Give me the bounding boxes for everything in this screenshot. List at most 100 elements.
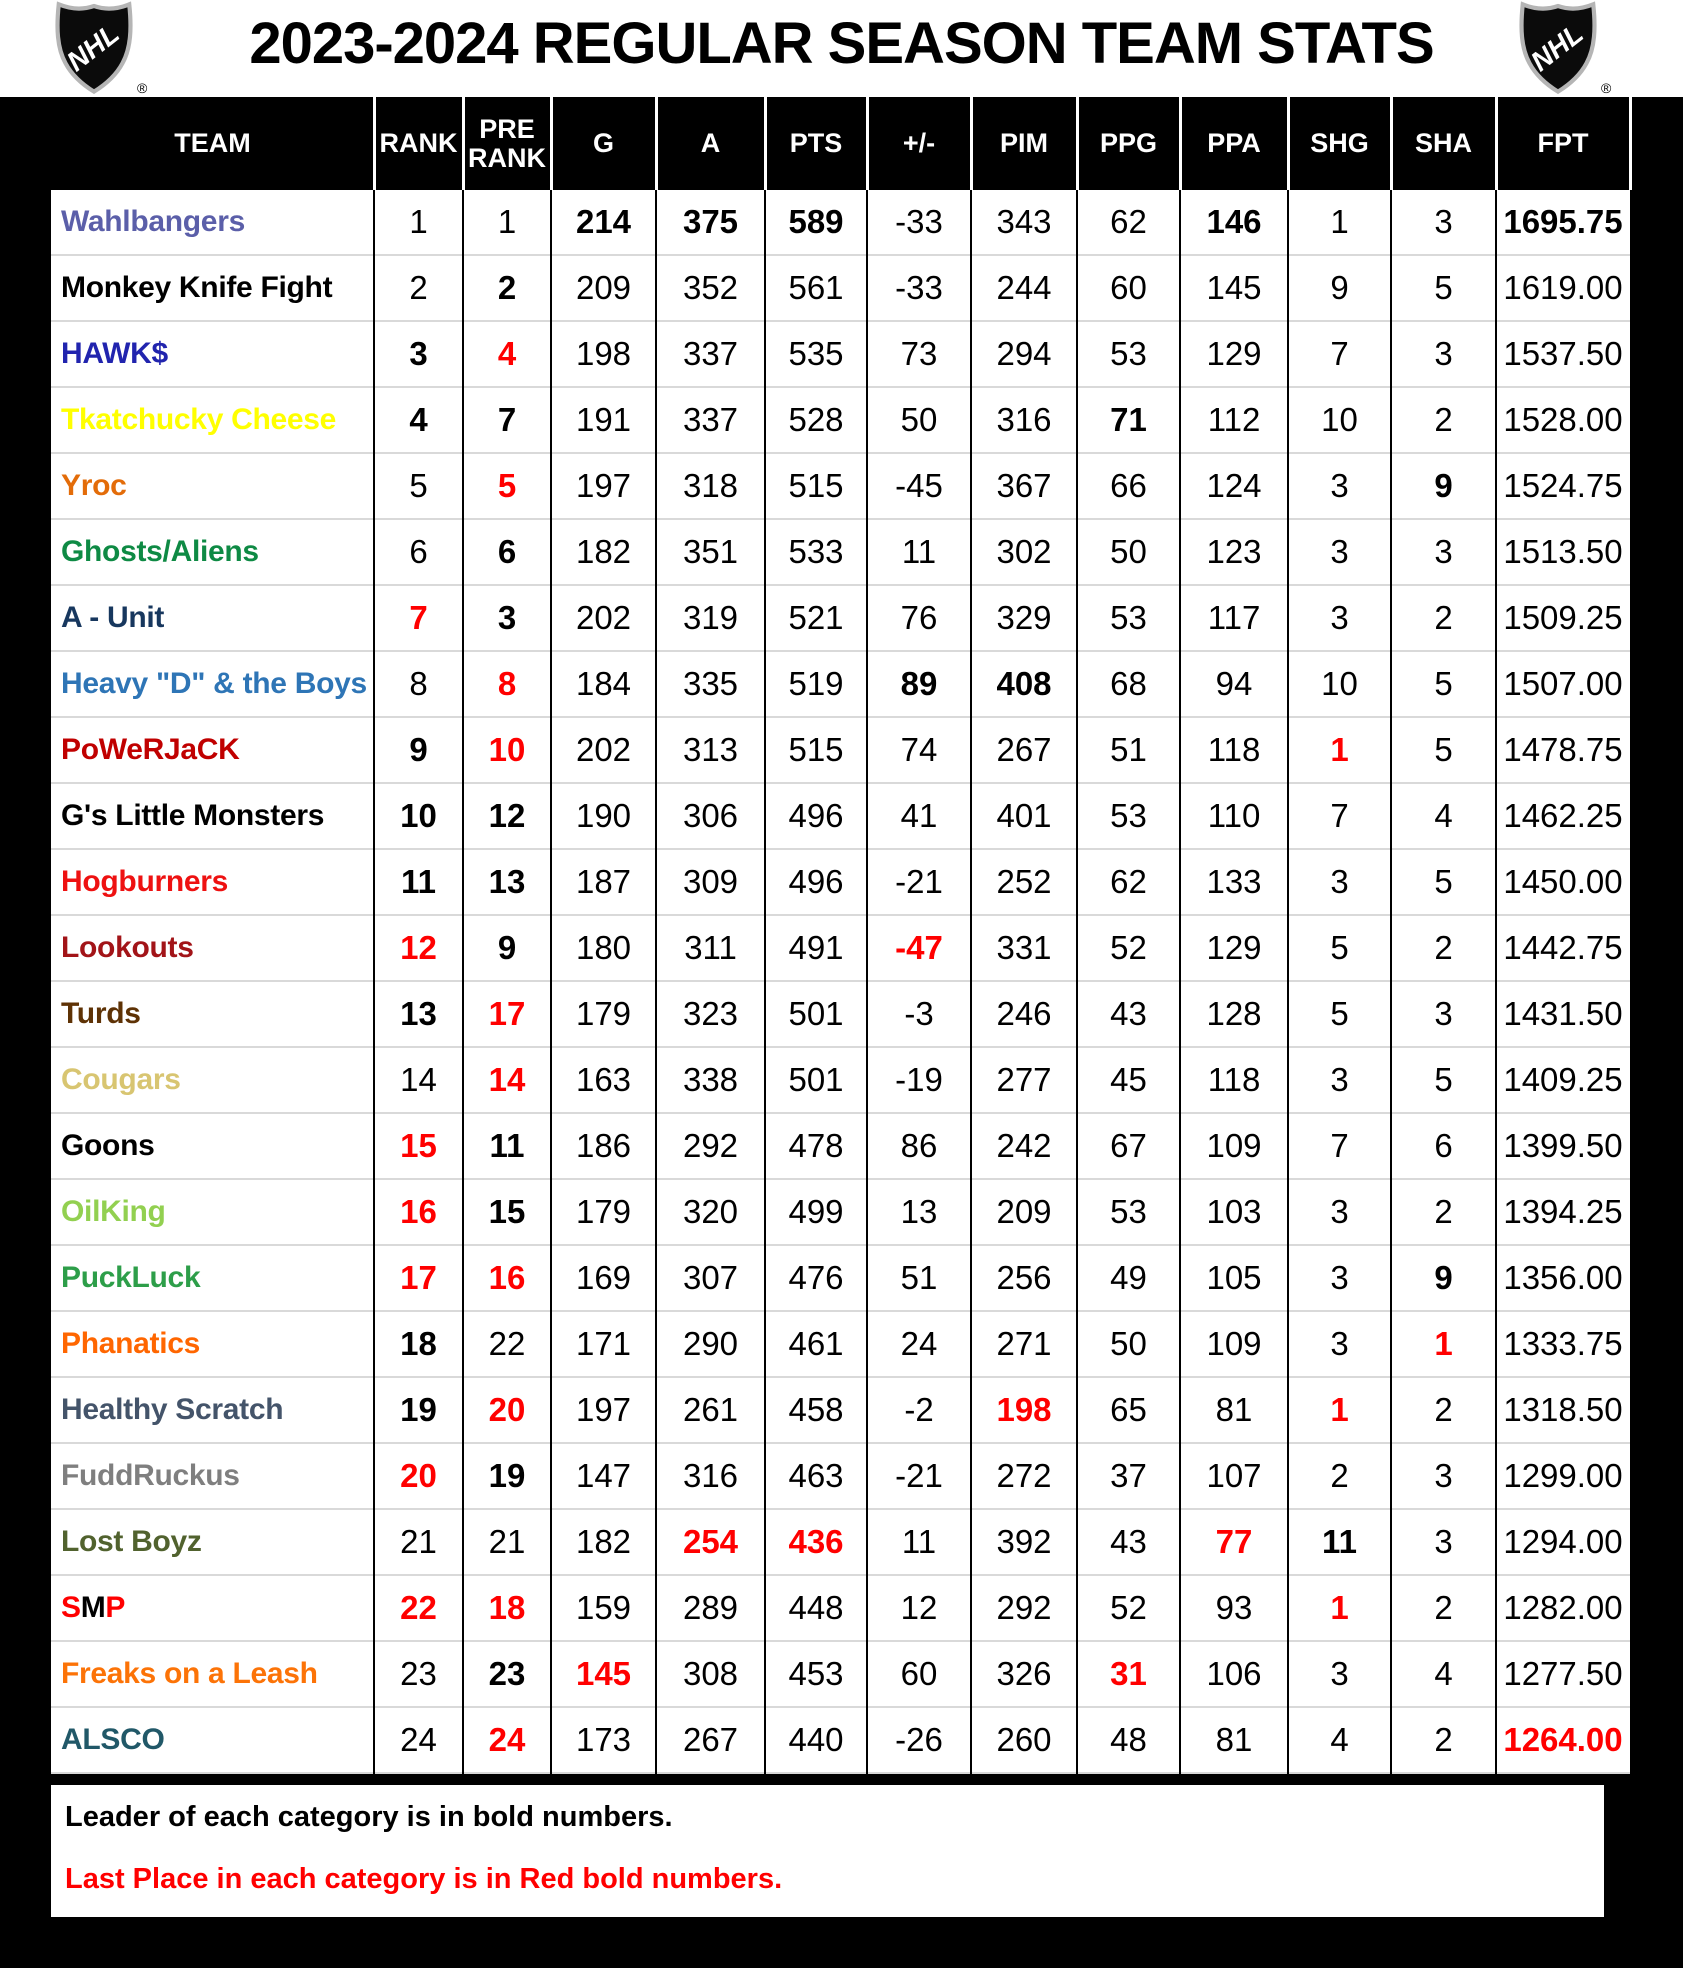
stat-plus_minus: -47: [895, 929, 943, 966]
stat-ppg: 68: [1110, 665, 1147, 702]
stat-rank: 7: [409, 599, 428, 636]
stat-sha: 3: [1434, 1457, 1453, 1494]
stat-g: 159: [575, 1589, 632, 1626]
stat-plus_minus: -2: [904, 1391, 934, 1428]
stat-pts: 501: [788, 1061, 844, 1098]
stat-pim: 252: [996, 863, 1052, 900]
stat-sha: 6: [1434, 1127, 1453, 1164]
stat-pts: 461: [788, 1325, 844, 1362]
stat-pim: 343: [996, 203, 1052, 240]
stat-shg: 3: [1330, 1061, 1349, 1098]
header-separator: [1390, 97, 1393, 190]
table-row: Lost Boyz 21 21 182 254 436 11 392 43 77 11 3 1294.0…: [51, 1510, 1630, 1576]
stat-rank: 4: [409, 401, 428, 438]
stat-ppg: 71: [1110, 401, 1147, 438]
stat-plus_minus: 86: [900, 1127, 938, 1164]
stat-sha: 5: [1434, 731, 1453, 768]
stat-ppa: 109: [1206, 1127, 1262, 1164]
table-row: HAWK$ 3 4 198 337 535 73 294 53 129 7 3 1537.50: [51, 322, 1630, 388]
column-divider: [1390, 190, 1392, 1774]
stat-ppa: 109: [1206, 1325, 1262, 1362]
stat-plus_minus: -19: [895, 1061, 943, 1098]
stat-ppa: 129: [1206, 929, 1262, 966]
stat-plus_minus: -45: [895, 467, 943, 504]
stat-rank: 15: [400, 1127, 437, 1164]
stat-shg: 3: [1330, 1325, 1349, 1362]
stat-plus_minus: -33: [895, 269, 943, 306]
page-title: 2023-2024 REGULAR SEASON TEAM STATS: [249, 11, 1434, 76]
stat-pim: 316: [996, 401, 1052, 438]
stat-ppg: 50: [1110, 533, 1147, 570]
stat-pts: 501: [788, 995, 844, 1032]
team-name: Phanatics: [61, 1327, 201, 1360]
stat-a: 308: [682, 1655, 739, 1692]
table-row: Hogburners 11 13 187 309 496 -21 252 62 133 3 5 1450…: [51, 850, 1630, 916]
stat-fpt: 1356.00: [1503, 1259, 1623, 1296]
stat-a: 319: [682, 599, 739, 636]
column-header-pre_rank: PRE RANK: [468, 114, 546, 173]
column-divider: [970, 190, 972, 1774]
stat-shg: 11: [1322, 1523, 1357, 1560]
stat-rank: 16: [400, 1193, 437, 1230]
stat-plus_minus: -33: [895, 203, 943, 240]
column-divider: [462, 190, 464, 1774]
table-row: Turds 13 17 179 323 501 -3 246 43 128 5 3 1431.50: [51, 982, 1630, 1048]
team-name: A - Unit: [61, 601, 165, 634]
stat-ppa: 124: [1206, 467, 1262, 504]
stat-shg: 3: [1330, 1193, 1349, 1230]
stat-ppa: 145: [1206, 269, 1262, 306]
column-divider: [1076, 190, 1078, 1774]
team-name: Cougars: [61, 1063, 181, 1096]
header-separator: [1495, 97, 1498, 190]
stat-shg: 10: [1321, 401, 1358, 438]
stat-fpt: 1478.75: [1503, 731, 1623, 768]
stat-rank: 22: [400, 1589, 437, 1626]
stat-g: 209: [575, 269, 632, 306]
column-divider: [655, 190, 657, 1774]
stat-rank: 11: [401, 863, 436, 900]
stat-ppg: 51: [1110, 731, 1147, 768]
stat-fpt: 1524.75: [1503, 467, 1623, 504]
team-name: OilKing: [61, 1195, 166, 1228]
stat-plus_minus: 51: [900, 1259, 938, 1296]
stat-shg: 3: [1330, 599, 1349, 636]
stat-ppa: 117: [1207, 599, 1261, 636]
stat-pim: 272: [996, 1457, 1052, 1494]
stat-shg: 2: [1330, 1457, 1349, 1494]
stat-ppa: 93: [1215, 1589, 1253, 1626]
stat-rank: 2: [409, 269, 428, 306]
table-row: Ghosts/Aliens 6 6 182 351 533 11 302 50 123 3 3 1513…: [51, 520, 1630, 586]
stat-ppa: 77: [1215, 1523, 1253, 1560]
stat-fpt: 1277.50: [1503, 1655, 1623, 1692]
column-divider: [1179, 190, 1181, 1774]
stat-pre_rank: 24: [488, 1721, 526, 1758]
stat-rank: 14: [400, 1061, 437, 1098]
stat-rank: 23: [400, 1655, 437, 1692]
stat-ppg: 53: [1110, 1193, 1147, 1230]
stat-shg: 3: [1330, 533, 1349, 570]
table-row: Tkatchucky Cheese 4 7 191 337 528 50 316 71 112 10…: [51, 388, 1630, 454]
column-header-rank: RANK: [379, 128, 458, 159]
nhl-logo-icon: NHL: [55, 1, 133, 95]
stat-rank: 8: [409, 665, 428, 702]
stat-ppa: 107: [1206, 1457, 1262, 1494]
stat-sha: 4: [1434, 1655, 1453, 1692]
header-separator: [1287, 97, 1290, 190]
stat-g: 179: [575, 1193, 632, 1230]
stat-fpt: 1264.00: [1503, 1721, 1623, 1758]
stat-a: 316: [682, 1457, 739, 1494]
stat-ppg: 62: [1110, 203, 1147, 240]
team-name: FuddRuckus: [61, 1459, 240, 1492]
stat-g: 198: [575, 335, 632, 372]
stat-a: 323: [682, 995, 739, 1032]
stat-g: 202: [575, 599, 632, 636]
stat-rank: 3: [409, 335, 428, 372]
stat-pre_rank: 2: [497, 269, 517, 306]
stat-pre_rank: 18: [488, 1589, 526, 1626]
stat-pts: 589: [788, 203, 844, 240]
stat-a: 306: [682, 797, 739, 834]
stat-fpt: 1528.00: [1503, 401, 1623, 438]
stat-fpt: 1507.00: [1503, 665, 1623, 702]
stat-pim: 244: [996, 269, 1052, 306]
stat-ppg: 49: [1110, 1259, 1147, 1296]
